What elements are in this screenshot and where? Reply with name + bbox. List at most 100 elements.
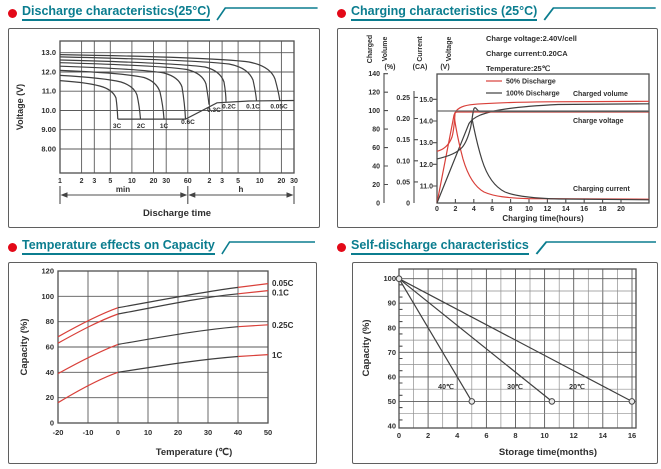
pct-tick: 0: [376, 201, 380, 208]
line-40C: [398, 278, 473, 402]
line-label-30C: 30℃: [507, 383, 523, 391]
section-title-text: Temperature effects on Capacity: [22, 239, 215, 255]
temperature-curves: [57, 283, 269, 404]
x-tick: 30: [162, 178, 170, 185]
x-tick: 2: [426, 431, 430, 440]
pct-tick: 140: [368, 71, 380, 78]
section-title-selfdischarge: Self-discharge characteristics: [337, 237, 656, 257]
y-tick: 20: [46, 393, 54, 402]
x-tick: 2: [453, 206, 457, 213]
curve-0.1C: [59, 56, 258, 101]
x-tick: 1: [58, 178, 62, 185]
charged-volume-label: Charged volume: [573, 91, 628, 98]
axis-unit-ca: (CA): [413, 64, 428, 71]
x-tick: 4: [455, 431, 460, 440]
axis-word-charged: Charged: [367, 35, 374, 63]
temperature-grid: [57, 270, 269, 424]
y-tick: 11.0: [42, 87, 56, 96]
time-unit-arrows: min h: [59, 185, 295, 204]
bullet-icon: [337, 8, 346, 18]
section-title-text: Self-discharge characteristics: [351, 239, 529, 255]
y-axis-title: Voltage (V): [15, 84, 25, 130]
x-axis-title: Charging time(hours): [502, 214, 584, 223]
x-tick: 16: [580, 206, 588, 213]
curve-label: 1C: [160, 123, 169, 130]
pct-tick: 40: [372, 164, 380, 171]
ca-tick: 0: [406, 201, 410, 208]
charge-current-condition: Charge current:0.20CA: [486, 49, 568, 58]
x-tick: 6: [490, 206, 494, 213]
curve-label: 2C: [137, 123, 146, 130]
voltage-50pct: [436, 111, 649, 152]
curve-0.3C: [59, 62, 210, 105]
charging-info-block: Charge voltage:2.40V/cell Charge current…: [486, 34, 577, 73]
y-tick: 60: [388, 372, 396, 381]
charge-voltage-condition: Charge voltage:2.40V/cell: [486, 34, 577, 43]
y-tick: 0: [50, 419, 54, 428]
y-tick: 13.0: [41, 48, 56, 57]
x-tick: 6: [484, 431, 488, 440]
title-underline: [535, 241, 656, 255]
selfdischarge-grid: [398, 268, 637, 429]
x-tick: 20: [617, 206, 625, 213]
temperature-curve-labels: 0.05C 0.1C 0.25C 1C: [272, 279, 294, 360]
curve-label: 1C: [272, 351, 282, 360]
pct-tick: 20: [372, 182, 380, 189]
x-tick: 0: [435, 206, 439, 213]
x-tick: 10: [144, 428, 152, 437]
y-tick: 8.00: [41, 145, 56, 154]
curve-1C: [59, 69, 165, 120]
axis-word-voltage: Voltage: [446, 37, 453, 62]
ca-tick: 0.10: [396, 158, 410, 165]
bullet-icon: [337, 242, 346, 252]
x-unit-min: min: [116, 185, 130, 194]
y-tick: 50: [388, 397, 396, 406]
pct-tick-labels: 140 120 100 80 60 40 20 0: [368, 71, 380, 207]
curve-label: 0.25C: [272, 321, 294, 330]
ca-tick: 0.15: [396, 137, 410, 144]
y-tick: 9.00: [41, 125, 56, 134]
curve-label: 0.1C: [246, 104, 260, 111]
section-title-text: Charging characteristics (25°C): [351, 5, 538, 21]
v-tick: 14.0: [419, 119, 433, 126]
current-100pct: [471, 118, 650, 201]
curve-label: 0.2C: [222, 104, 236, 111]
x-tick: 14: [562, 206, 570, 213]
bullet-icon: [8, 242, 17, 252]
axis-word-volume: Volume: [382, 37, 389, 62]
charging-panel: Charged Volume Current Voltage (%) (CA) …: [337, 28, 658, 228]
line-30C: [398, 278, 553, 402]
y-axis-title: Capacity (%): [361, 319, 372, 376]
y-tick: 100: [41, 292, 54, 301]
x-tick-labels: -20 -10 0 10 20 30 40 50: [53, 428, 273, 437]
x-unit-h: h: [239, 185, 244, 194]
selfdischarge-panel: Capacity (%) 100 90 80 70 60 50 40 0 2 4…: [352, 262, 658, 464]
x-axis-title: Temperature (℃): [156, 447, 232, 458]
x-tick: 20: [278, 178, 286, 185]
line-label-40C: 40℃: [438, 383, 454, 391]
curve-label: 0.05C: [270, 104, 288, 111]
y-tick-labels: 100 90 80 70 60 50 40: [383, 274, 396, 430]
x-tick: 8: [509, 206, 513, 213]
cutoff-voltage-line: [117, 99, 295, 120]
x-tick: 10: [128, 178, 136, 185]
x-axis-title: Storage time(months): [499, 447, 597, 458]
v-tick: 15.0: [419, 97, 433, 104]
x-axis-title: Discharge time: [143, 208, 211, 219]
y-tick-labels: 13.0 12.0 11.0 10.0 9.00 8.00: [41, 48, 56, 153]
bullet-icon: [8, 8, 17, 18]
x-tick: 40: [234, 428, 242, 437]
ca-tick: 0.20: [396, 116, 410, 123]
title-underline: [216, 7, 318, 21]
temperature-condition: Temperature:25℃: [486, 64, 551, 73]
curve-0.1C-mid: [117, 293, 239, 315]
y-tick: 10.0: [41, 106, 56, 115]
y-tick: 60: [46, 343, 54, 352]
x-tick: 5: [236, 178, 240, 185]
x-tick-labels: 1 2 3 5 10 20 30 60 2 3 5 10 20 30: [58, 178, 298, 185]
x-tick: 50: [264, 428, 272, 437]
curve-0.6C: [59, 65, 187, 120]
title-underline: [543, 7, 656, 21]
discharge-chart: Voltage (V) 13.0 12.0 11.0 10.0 9.00 8.0…: [15, 40, 298, 219]
